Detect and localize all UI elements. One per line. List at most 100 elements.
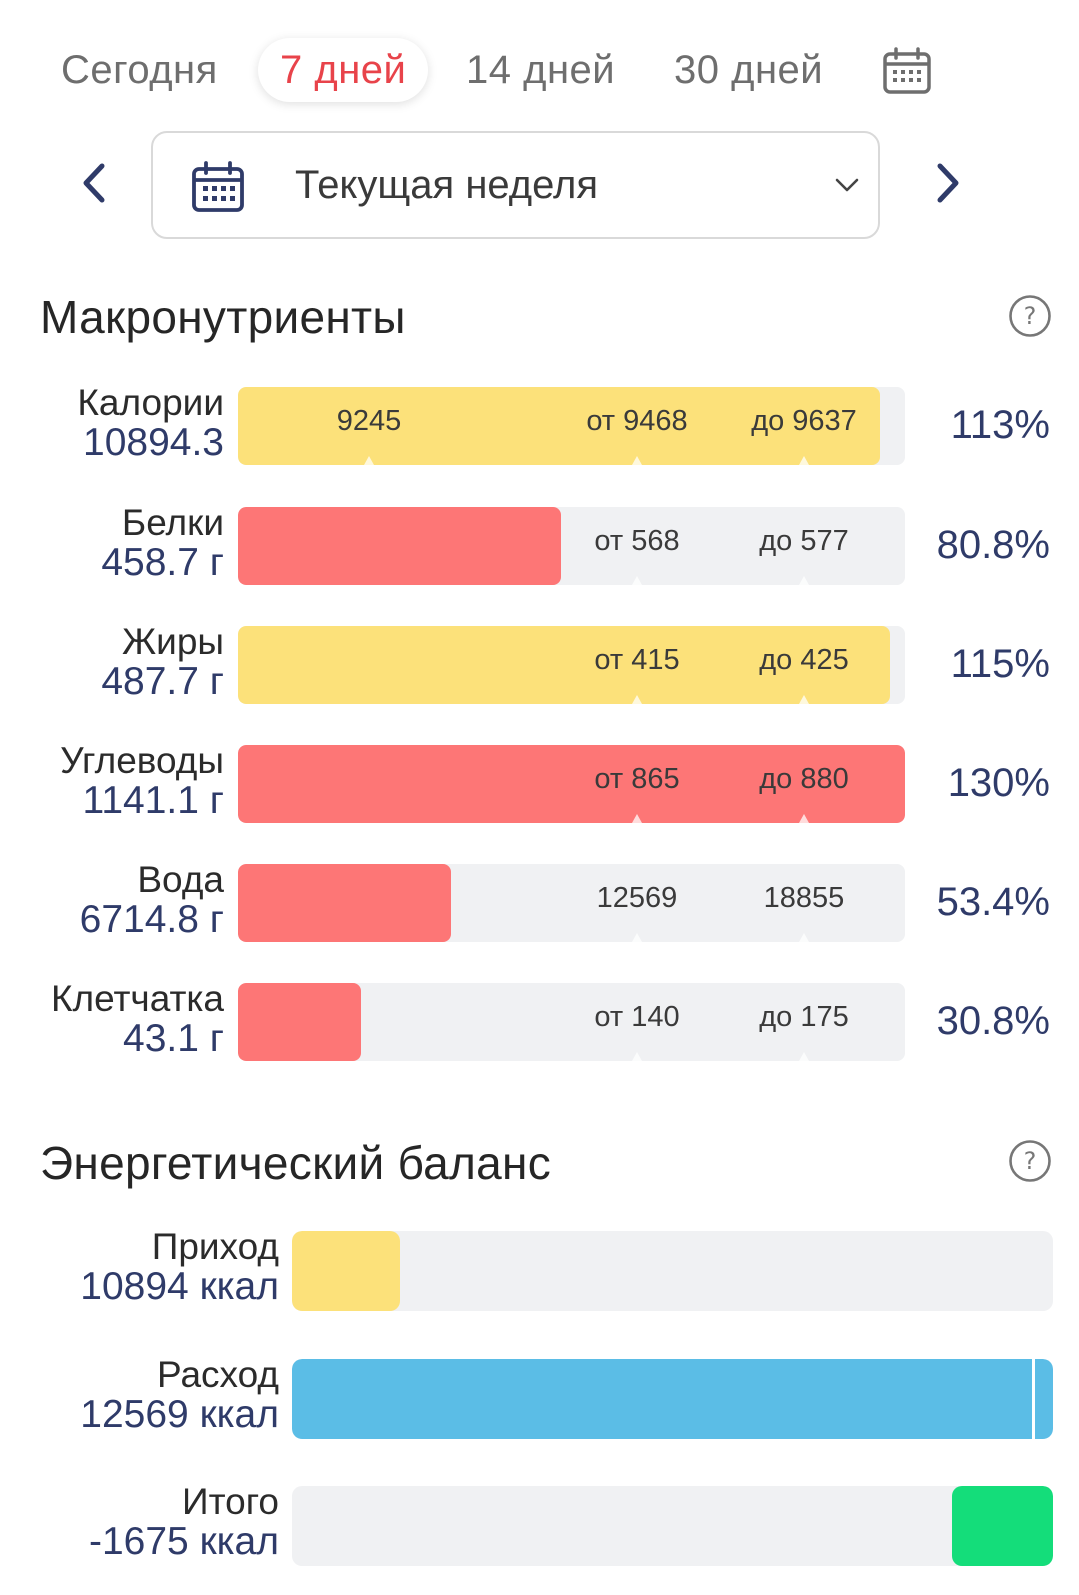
macro-value: 6714.8 г xyxy=(79,898,224,941)
tab-7-days[interactable]: 7 дней xyxy=(258,38,429,102)
macro-value: 43.1 г xyxy=(123,1017,224,1060)
macro-marker-min: от 568 xyxy=(594,525,680,557)
energy-label: Приход 10894 ккал xyxy=(80,1227,279,1307)
macro-name: Белки xyxy=(121,502,224,543)
marker-tick xyxy=(799,814,809,823)
macro-percent: 53.4% xyxy=(936,880,1050,924)
energy-row: Приход 10894 ккал xyxy=(0,1227,1079,1313)
tab-14-days[interactable]: 14 дней xyxy=(466,48,616,92)
macro-marker-max: до 9637 xyxy=(751,405,857,437)
energy-value: 10894 ккал xyxy=(80,1265,279,1308)
energy-progress-bar xyxy=(292,1359,1053,1439)
macro-percent: 80.8% xyxy=(936,523,1050,567)
macro-progress-fill xyxy=(238,983,361,1061)
calendar-icon[interactable] xyxy=(882,46,932,96)
energy-name: Приход xyxy=(151,1226,279,1267)
macro-progress-bar: от 865 до 880 xyxy=(238,745,905,823)
macro-progress-fill xyxy=(238,387,880,465)
marker-tick xyxy=(799,1052,809,1061)
period-dropdown[interactable]: Текущая неделя xyxy=(151,131,880,239)
macro-label: Жиры 487.7 г xyxy=(101,622,224,702)
chevron-right-icon[interactable] xyxy=(928,158,968,208)
macro-progress-bar: 12569 18855 xyxy=(238,864,905,942)
macro-progress-fill xyxy=(238,745,905,823)
tab-today[interactable]: Сегодня xyxy=(61,48,218,92)
macro-label: Углеводы 1141.1 г xyxy=(60,741,224,821)
macro-percent: 115% xyxy=(950,642,1050,686)
macro-row: Белки 458.7 г от 568 до 577 80.8% xyxy=(0,503,1079,585)
energy-progress-fill xyxy=(292,1231,400,1311)
macro-value: 487.7 г xyxy=(101,660,224,703)
macro-percent: 30.8% xyxy=(936,999,1050,1043)
macro-marker-min: от 9468 xyxy=(586,405,688,437)
marker-tick xyxy=(632,933,642,942)
macro-progress-bar: от 568 до 577 xyxy=(238,507,905,585)
help-icon[interactable]: ? xyxy=(1008,294,1052,338)
macro-marker-max: до 175 xyxy=(759,1001,849,1033)
macro-progress-fill xyxy=(238,626,890,704)
period-label: Текущая неделя xyxy=(295,163,599,207)
macro-row: Вода 6714.8 г 12569 18855 53.4% xyxy=(0,860,1079,942)
macro-name: Жиры xyxy=(121,621,224,662)
macro-value: 10894.3 xyxy=(83,421,224,464)
macro-name: Клетчатка xyxy=(50,978,224,1019)
macro-row: Калории 10894.3 9245 от 9468 до 9637 113% xyxy=(0,383,1079,465)
macro-percent: 113% xyxy=(950,403,1050,447)
energy-progress-fill xyxy=(952,1486,1053,1566)
macro-progress-fill xyxy=(238,864,451,942)
svg-text:?: ? xyxy=(1024,1147,1037,1175)
macro-value: 1141.1 г xyxy=(82,779,224,822)
macro-name: Калории xyxy=(77,382,224,423)
macro-label: Клетчатка 43.1 г xyxy=(51,979,224,1059)
marker-tick xyxy=(364,456,374,465)
macro-marker-min: от 140 xyxy=(594,1001,680,1033)
macro-marker-max: до 425 xyxy=(759,644,849,676)
marker-tick xyxy=(799,576,809,585)
help-icon[interactable]: ? xyxy=(1008,1139,1052,1183)
energy-progress-bar xyxy=(292,1231,1053,1311)
tab-30-days[interactable]: 30 дней xyxy=(674,48,824,92)
calendar-icon xyxy=(191,160,245,214)
marker-tick xyxy=(632,695,642,704)
marker-tick xyxy=(632,1052,642,1061)
macro-marker-max: до 577 xyxy=(759,525,849,557)
energy-progress-fill xyxy=(292,1359,1053,1439)
energy-value: 12569 ккал xyxy=(80,1393,279,1436)
energy-target-line xyxy=(1032,1359,1035,1439)
marker-tick xyxy=(632,456,642,465)
svg-text:?: ? xyxy=(1024,302,1037,330)
energy-row: Расход 12569 ккал xyxy=(0,1355,1079,1441)
energy-label: Итого -1675 ккал xyxy=(89,1482,279,1562)
marker-tick xyxy=(632,576,642,585)
marker-tick xyxy=(799,695,809,704)
marker-tick xyxy=(799,933,809,942)
macro-progress-fill xyxy=(238,507,561,585)
macros-title: Макронутриенты xyxy=(40,291,406,343)
macro-value: 458.7 г xyxy=(101,541,224,584)
energy-label: Расход 12569 ккал xyxy=(80,1355,279,1435)
macro-row: Клетчатка 43.1 г от 140 до 175 30.8% xyxy=(0,979,1079,1061)
energy-value: -1675 ккал xyxy=(88,1520,279,1563)
chevron-down-icon xyxy=(834,175,860,195)
macro-percent: 130% xyxy=(947,761,1050,805)
macro-progress-bar: от 140 до 175 xyxy=(238,983,905,1061)
energy-row: Итого -1675 ккал xyxy=(0,1482,1079,1568)
macro-marker-min: 12569 xyxy=(596,882,678,914)
macro-row: Жиры 487.7 г от 415 до 425 115% xyxy=(0,622,1079,704)
macro-label: Белки 458.7 г xyxy=(101,503,224,583)
macro-marker-a: 9245 xyxy=(336,405,402,437)
energy-progress-bar xyxy=(292,1486,1053,1566)
marker-tick xyxy=(799,456,809,465)
energy-name: Итого xyxy=(182,1481,279,1522)
chevron-left-icon[interactable] xyxy=(76,158,116,208)
period-tabs: Сегодня 7 дней 14 дней 30 дней xyxy=(40,30,1039,110)
macro-marker-max: 18855 xyxy=(763,882,845,914)
macro-label: Калории 10894.3 xyxy=(77,383,224,463)
macro-label: Вода 6714.8 г xyxy=(80,860,224,940)
macro-marker-min: от 865 xyxy=(594,763,680,795)
energy-name: Расход xyxy=(157,1354,279,1395)
macro-progress-bar: 9245 от 9468 до 9637 xyxy=(238,387,905,465)
macro-row: Углеводы 1141.1 г от 865 до 880 130% xyxy=(0,741,1079,823)
macro-progress-bar: от 415 до 425 xyxy=(238,626,905,704)
macro-marker-max: до 880 xyxy=(759,763,849,795)
